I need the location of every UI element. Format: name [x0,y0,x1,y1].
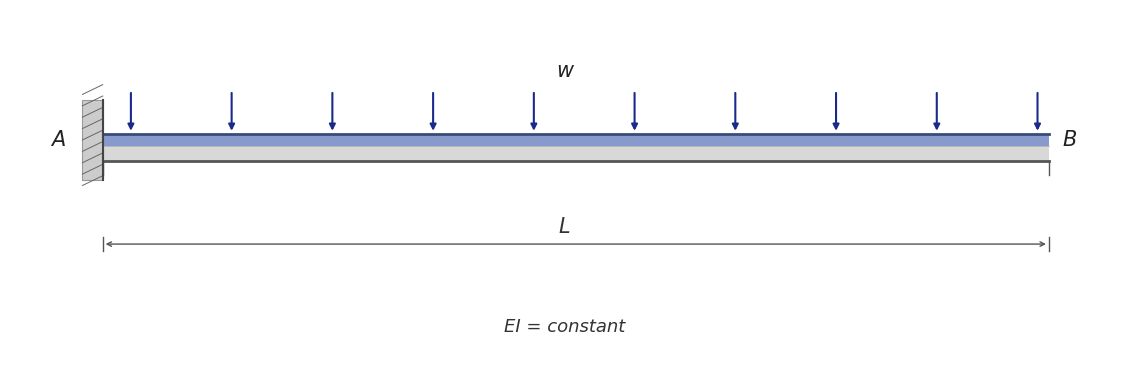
Bar [103,134,1049,161]
Text: A: A [51,130,65,150]
Bar [82,100,103,180]
Bar [103,134,1049,146]
Text: L: L [559,217,570,237]
Text: EI = constant: EI = constant [504,318,625,337]
Text: B: B [1062,130,1077,150]
Text: w: w [555,61,574,81]
